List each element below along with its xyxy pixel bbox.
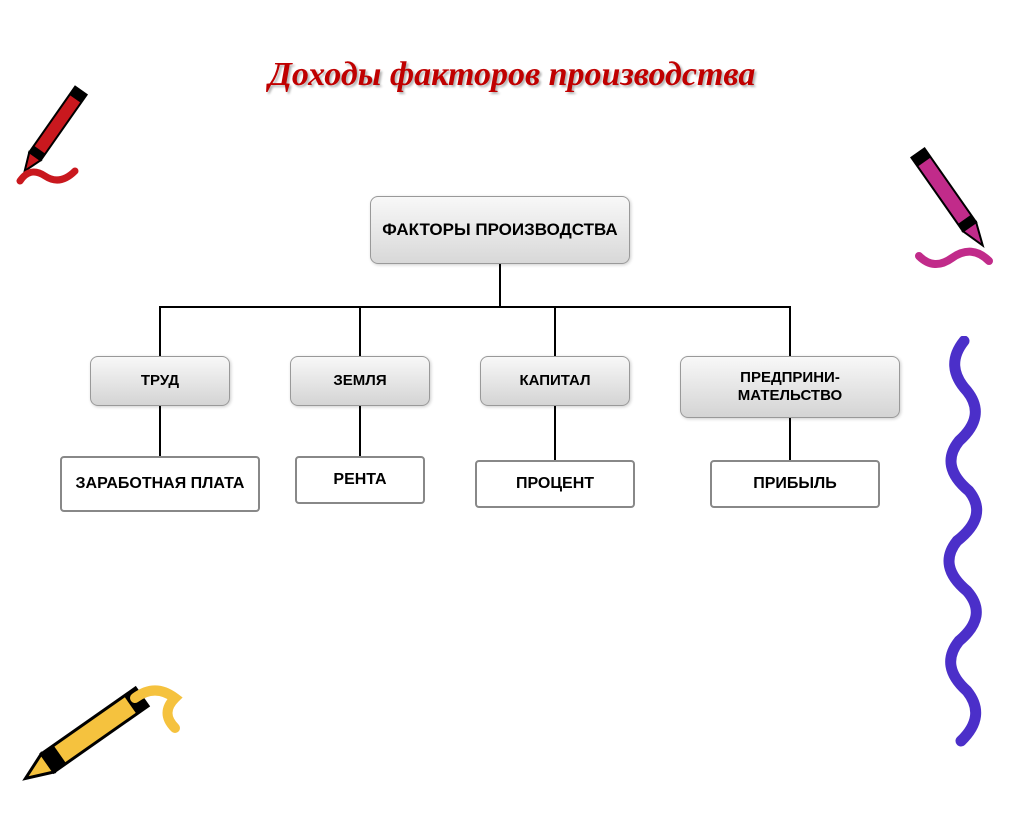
factor-node-labor: ТРУД — [90, 356, 230, 406]
crayon-icon — [904, 126, 1004, 276]
connector-line — [554, 306, 556, 356]
factor-node-entrepreneurship: ПРЕДПРИНИ-МАТЕЛЬСТВО — [680, 356, 900, 418]
page-title: Доходы факторов производства — [0, 56, 1024, 94]
connector-line — [359, 306, 361, 356]
connector-line — [159, 306, 791, 308]
income-node-rent: РЕНТА — [295, 456, 425, 504]
connector-line — [789, 418, 791, 460]
income-node-interest: ПРОЦЕНТ — [475, 460, 635, 508]
connector-line — [789, 306, 791, 356]
org-diagram: ФАКТОРЫ ПРОИЗВОДСТВА ТРУД ЗЕМЛЯ КАПИТАЛ … — [60, 196, 960, 546]
factor-node-land: ЗЕМЛЯ — [290, 356, 430, 406]
squiggle-icon — [939, 336, 989, 756]
crayon-icon — [15, 658, 185, 818]
factor-node-capital: КАПИТАЛ — [480, 356, 630, 406]
connector-line — [554, 406, 556, 460]
income-node-profit: ПРИБЫЛЬ — [710, 460, 880, 508]
connector-line — [159, 306, 161, 356]
connector-line — [499, 264, 501, 306]
income-node-wage: ЗАРАБОТНАЯ ПЛАТА — [60, 456, 260, 512]
crayon-icon — [15, 66, 105, 196]
connector-line — [159, 406, 161, 456]
connector-line — [359, 406, 361, 456]
root-node: ФАКТОРЫ ПРОИЗВОДСТВА — [370, 196, 630, 264]
